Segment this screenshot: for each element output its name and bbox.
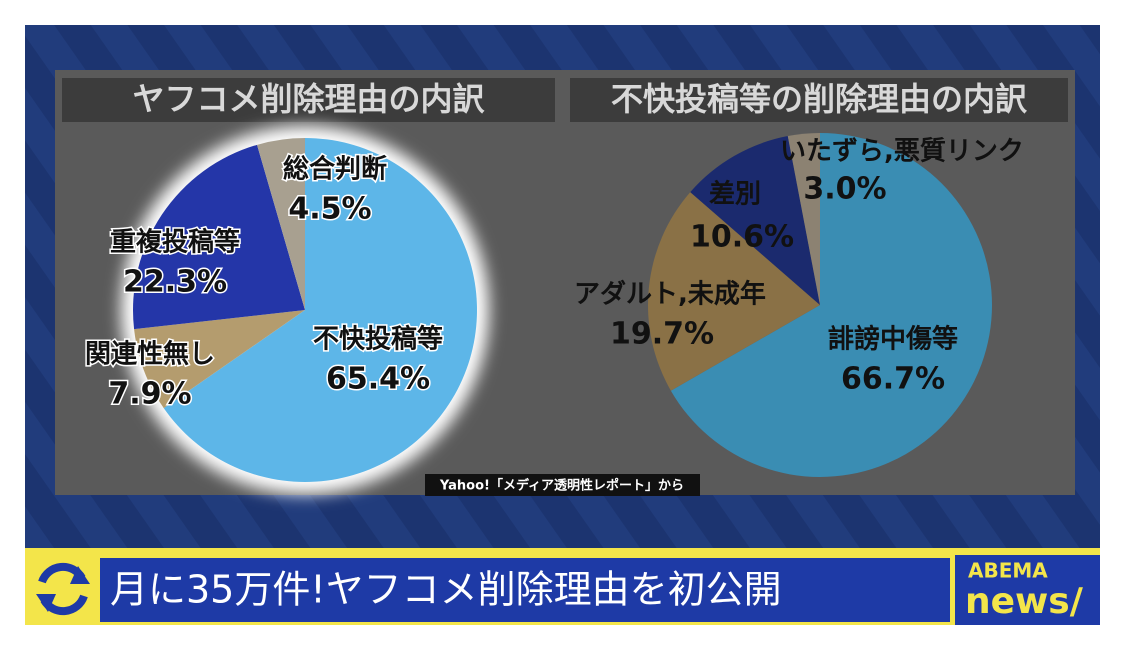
- slice: [163, 138, 478, 482]
- slice-label: 差別: [709, 179, 761, 210]
- slice-value: 66.7%: [841, 362, 945, 397]
- slice-label: 関連性無し: [85, 340, 215, 370]
- headline: 月に35万件!ヤフコメ削除理由を初公開: [110, 568, 782, 612]
- logo-bottom: news/: [965, 581, 1084, 622]
- slice-label: アダルト,未成年: [574, 279, 766, 310]
- slice: [670, 133, 992, 478]
- logo-top: ABEMA: [968, 559, 1048, 583]
- slice-label: いたずら,悪質リンク: [780, 137, 1024, 167]
- logo-bg: [955, 555, 1100, 625]
- slice-value: 10.6%: [690, 220, 794, 255]
- source: Yahoo!「メディア透明性レポート」から: [439, 478, 684, 494]
- headline-bar: [100, 558, 950, 622]
- chart-title: 不快投稿等の削除理由の内訳: [611, 80, 1028, 118]
- slice: [690, 136, 820, 305]
- slice-label: 総合判断: [283, 154, 387, 185]
- chart-title-box: [62, 78, 555, 122]
- source-box: [425, 474, 700, 496]
- slice: [257, 138, 305, 310]
- slice-label: 誹謗中傷等: [828, 324, 958, 355]
- chart-title: ヤフコメ削除理由の内訳: [132, 80, 485, 118]
- slice-label: 重複投稿等: [110, 227, 240, 258]
- chart-title-box: [570, 78, 1068, 122]
- slice-value: 65.4%: [326, 362, 430, 397]
- slice: [648, 192, 820, 391]
- slice-value: 22.3%: [123, 265, 227, 300]
- slice-value: 3.0%: [803, 172, 886, 207]
- slice: [787, 133, 820, 305]
- icon: [36, 562, 90, 616]
- slice-value: 4.5%: [288, 192, 371, 227]
- slice: [132, 144, 305, 330]
- slice-value: 7.9%: [108, 377, 191, 412]
- slice-label: 不快投稿等: [313, 324, 443, 355]
- slice: [134, 310, 305, 409]
- slice-value: 19.7%: [610, 317, 714, 352]
